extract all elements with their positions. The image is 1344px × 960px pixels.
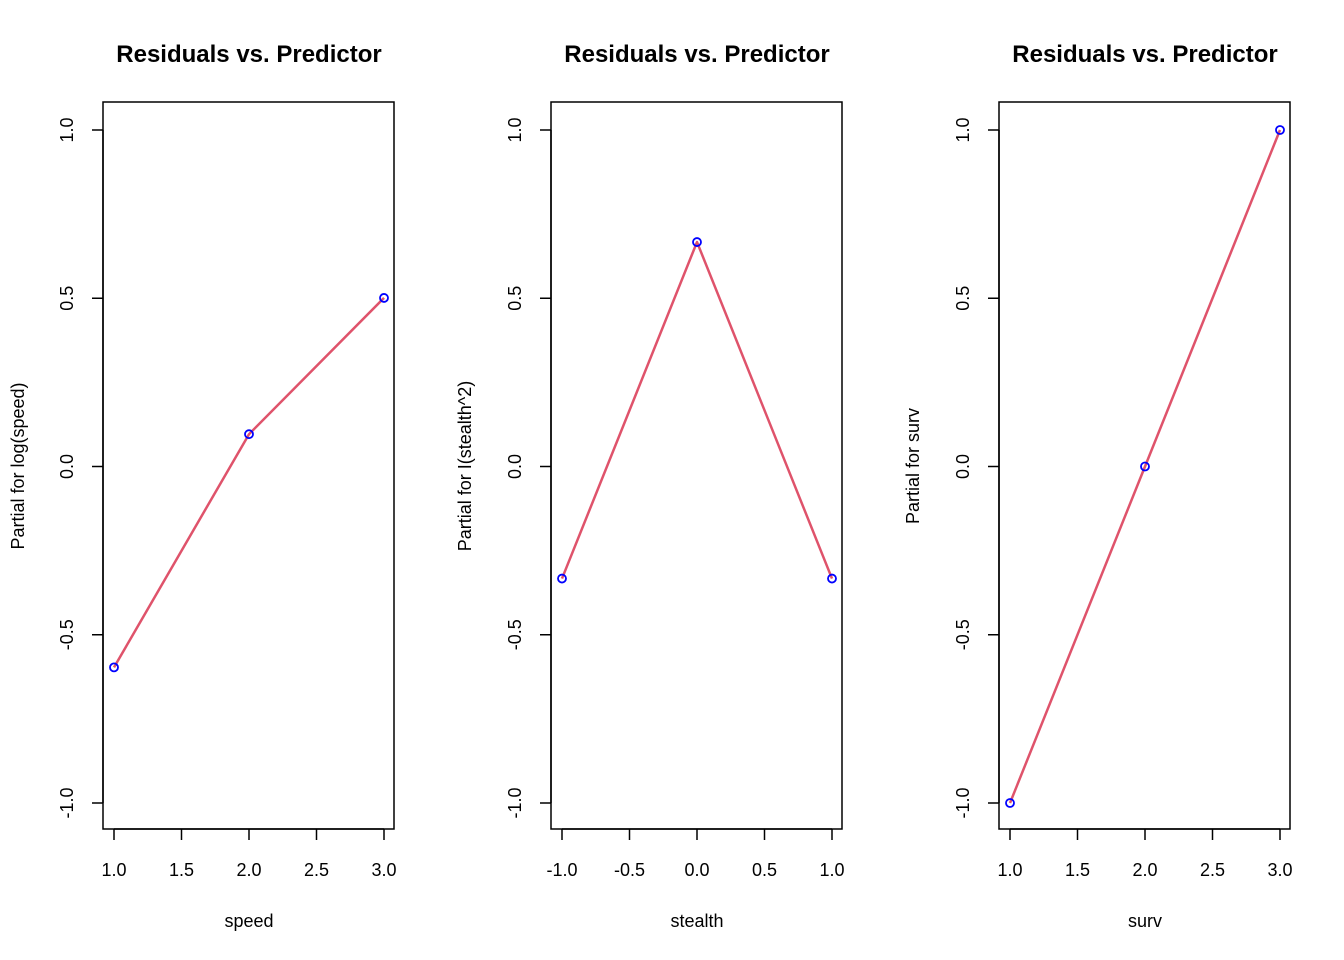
x-tick-label: 1.0 [997,860,1022,880]
y-axis-label: Partial for I(stealth^2) [455,381,475,552]
x-tick-label: 0.5 [752,860,777,880]
series-line [112,297,385,669]
y-tick-label: -1.0 [505,787,525,818]
x-tick-label: 0.0 [684,860,709,880]
y-tick-label: -0.5 [953,619,973,650]
chart-panel-3: Residuals vs. Predictor 1.0 1.5 2.0 2.5 3.0 -1… [903,41,1293,931]
data-point [244,429,254,440]
y-axis-label: Partial for log(speed) [8,382,28,549]
y-tick-label: 1.0 [57,117,77,142]
plot-frame [550,101,843,830]
x-axis-label: stealth [670,911,723,931]
x-tick-label: 1.5 [169,860,194,880]
data-point [1140,461,1150,472]
y-axis-label: Partial for surv [903,408,923,524]
x-tick-label: 1.0 [101,860,126,880]
y-tick-label: 1.0 [505,117,525,142]
plot-frame [102,101,395,830]
x-tick-label: -0.5 [614,860,645,880]
y-tick-label: 0.0 [505,454,525,479]
y-tick-label: -0.5 [57,619,77,650]
y-tick-label: -0.5 [505,619,525,650]
y-tick-label: -1.0 [57,787,77,818]
data-point [1005,798,1015,808]
data-point [692,237,702,247]
y-tick-label: -1.0 [953,787,973,818]
x-tick-label: 1.5 [1065,860,1090,880]
data-point [1275,125,1285,135]
data-point [557,573,567,584]
chart-title: Residuals vs. Predictor [1012,41,1277,68]
data-point [379,293,389,303]
x-tick-label: 3.0 [371,860,396,880]
x-axis-label: surv [1128,911,1162,931]
y-tick-label: 1.0 [953,117,973,142]
chart-panel-2: Residuals vs. Predictor -1.0 -0.5 0.0 0.5 1.0… [455,41,845,931]
y-tick-label: 0.0 [953,454,973,479]
x-axis-label: speed [224,911,273,931]
x-tick-label: 2.0 [1132,860,1157,880]
x-tick-label: 1.0 [819,860,844,880]
y-tick-label: 0.5 [505,286,525,311]
data-point [109,662,119,673]
x-tick-label: 2.0 [236,860,261,880]
chart-title: Residuals vs. Predictor [116,41,381,68]
x-tick-label: 2.5 [304,860,329,880]
x-tick-label: 3.0 [1267,860,1292,880]
chart-title: Residuals vs. Predictor [564,41,829,68]
y-tick-label: 0.0 [57,454,77,479]
series-line [1008,129,1282,804]
data-point [827,573,837,584]
chart-panel-1: Residuals vs. Predictor 1.0 1.5 2.0 2.5 3.0 -1… [8,41,397,931]
x-tick-label: 2.5 [1200,860,1225,880]
x-tick-label: -1.0 [546,860,577,880]
y-tick-label: 0.5 [57,286,77,311]
y-tick-label: 0.5 [953,286,973,311]
series-line [560,240,834,580]
